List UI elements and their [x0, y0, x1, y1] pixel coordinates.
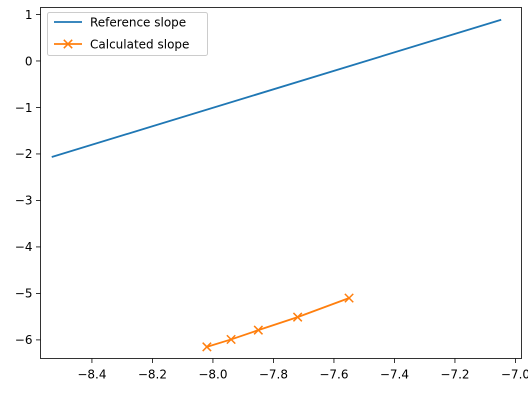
plot-area — [40, 7, 522, 359]
x-tick-label: −7.6 — [319, 368, 348, 382]
y-tick-label: −5 — [15, 287, 33, 301]
data-point-marker — [253, 325, 264, 335]
legend-marker-calculated — [63, 39, 73, 49]
plot-frame — [40, 7, 522, 359]
legend-box — [47, 12, 208, 56]
x-tick-label: −8.4 — [77, 368, 106, 382]
x-tick-label: −7.2 — [440, 368, 469, 382]
y-tick-label: 1 — [25, 8, 33, 22]
legend-x-marker — [63, 39, 73, 49]
tick-layer: −8.4 −8.2 −8.0 −7.8 −7.6 −7.4 −7.2 −7.0 1 0 −1 −2 −3… — [15, 8, 528, 382]
x-tick-label: −8.2 — [138, 368, 167, 382]
x-tick-label: −8.0 — [198, 368, 227, 382]
series-layer — [51, 18, 502, 352]
y-tick-label: −2 — [15, 147, 33, 161]
legend-label-reference: Reference slope — [90, 16, 186, 30]
data-point-marker — [226, 334, 236, 345]
x-tick-label: −7.8 — [259, 368, 288, 382]
legend: Reference slope Calculated slope — [47, 12, 208, 56]
y-tick-label: −1 — [15, 101, 33, 115]
y-tick-label: −3 — [15, 194, 33, 208]
y-tick-label: −6 — [15, 333, 33, 347]
data-point-marker — [344, 293, 354, 303]
data-point-marker — [202, 342, 212, 352]
data-point-marker — [292, 312, 303, 322]
y-tick-label: 0 — [25, 54, 33, 68]
legend-label-calculated: Calculated slope — [90, 38, 189, 52]
y-tick-label: −4 — [15, 240, 33, 254]
x-tick-label: −7.0 — [501, 368, 528, 382]
series-line-reference — [51, 18, 502, 158]
x-tick-label: −7.4 — [380, 368, 409, 382]
